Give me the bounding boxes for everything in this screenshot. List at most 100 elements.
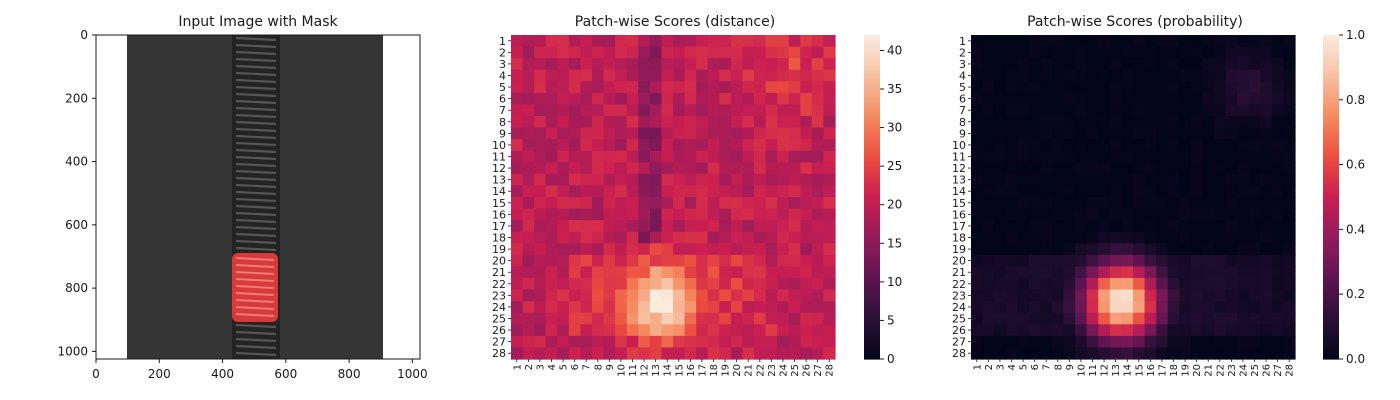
heatmap-cell [1202,173,1215,187]
heatmap-cell [1237,324,1250,337]
colorbar-segment [1323,261,1339,266]
heatmap-cell [1271,185,1285,198]
heatmap-cell [1005,92,1018,106]
x-tick-label: 2 [524,364,535,370]
heatmap-cell [615,46,628,59]
colorbar-segment [864,156,880,160]
heatmap-cell [545,139,558,152]
heatmap-cell [1052,92,1065,106]
heatmap-cell [511,243,524,256]
heatmap-cell [1052,58,1065,71]
heatmap-cell [1086,69,1099,82]
heatmap-cell [742,127,755,140]
x-tick-label: 26 [1262,364,1273,377]
heatmap-cell [982,254,995,268]
heatmap-cell [1156,312,1169,325]
heatmap-cell [557,231,570,244]
colorbar-segment [1323,213,1339,217]
colorbar-segment [864,205,880,209]
heatmap-cell [742,58,755,71]
heatmap-cell [788,92,801,106]
heatmap-cell [545,104,558,117]
colorbar-segment [1323,107,1339,112]
heatmap-cell [742,81,755,94]
heatmap-cell [719,220,732,233]
heatmap-cell [1109,116,1123,129]
colorbar-segment [1323,37,1339,41]
heatmap-cell [1156,46,1169,59]
heatmap-cell [1040,197,1053,210]
colorbar-segment [1323,188,1339,193]
heatmap-cell [994,231,1007,244]
y-tick-label: 17 [492,220,506,233]
heatmap-cell [1017,104,1030,117]
y-tick-label: 18 [952,232,966,245]
heatmap-cell [522,254,535,268]
heatmap-cell [1156,266,1169,279]
y-tick-label: 10 [952,139,966,152]
heatmap-cell [1237,301,1250,314]
heatmap-cell [1248,81,1261,94]
colorbar-tick-label: 0.2 [1346,287,1365,301]
heatmap-cell [823,69,836,82]
heatmap-cell [1098,81,1111,94]
mask-tooth [235,271,275,275]
y-tick-label: 600 [65,218,88,232]
heatmap-cell [661,150,674,163]
heatmap-cell [615,69,628,82]
heatmap-cell [522,185,535,198]
heatmap-cell [1237,162,1250,175]
heatmap-cell [557,92,570,106]
heatmap-cell [1283,69,1296,82]
heatmap-cell [788,266,801,279]
heatmap-cell [823,127,836,140]
heatmap-cell [522,312,535,325]
y-tick-label: 22 [952,278,966,291]
heatmap-cell [994,324,1007,337]
heatmap-cell [545,162,558,175]
colorbar-segment [1323,332,1339,336]
heatmap-cell [696,231,709,244]
heatmap-cell [661,197,674,210]
heatmap-cell [1017,289,1030,302]
heatmap-cell [811,58,825,71]
heatmap-cell [1214,69,1227,82]
heatmap-cell [1214,347,1227,360]
x-tick-label: 6 [570,364,581,370]
heatmap-cell [1225,278,1238,291]
heatmap-cell [719,173,732,187]
heatmap-cell [707,335,720,349]
heatmap-cell [568,139,582,152]
y-tick-label: 5 [499,81,506,94]
heatmap-cell [1225,220,1238,233]
heatmap-cell [777,220,790,233]
heatmap-cell [603,69,616,82]
heatmap-cell [580,173,593,187]
heatmap-cell [1040,231,1053,244]
heatmap-cell [1271,208,1285,221]
heatmap-cell [823,35,836,48]
heatmap-cell [777,58,790,71]
y-tick-label: 25 [952,313,966,326]
heatmap-cell [765,243,778,256]
colorbar-segment [864,210,880,214]
y-tick-label: 27 [952,336,966,349]
heatmap-cell [1121,347,1134,360]
colorbar-segment [864,334,880,338]
heatmap-cell [1283,92,1296,106]
colorbar-segment [1323,186,1339,190]
heatmap-cell [1121,116,1134,129]
heatmap-cell [1214,127,1227,140]
heatmap-cell [1271,46,1285,59]
colorbar-segment [1323,40,1339,44]
heatmap-cell [603,347,616,360]
heatmap-cell [1190,231,1204,244]
heatmap-cell [1121,185,1134,198]
heatmap-cell [696,162,709,175]
heatmap-cell [1121,208,1134,221]
colorbar-segment [864,175,880,179]
colorbar-segment [864,232,880,236]
heatmap-cell [1005,81,1018,94]
heatmap-cell [592,104,605,117]
heatmap-cell [765,312,778,325]
